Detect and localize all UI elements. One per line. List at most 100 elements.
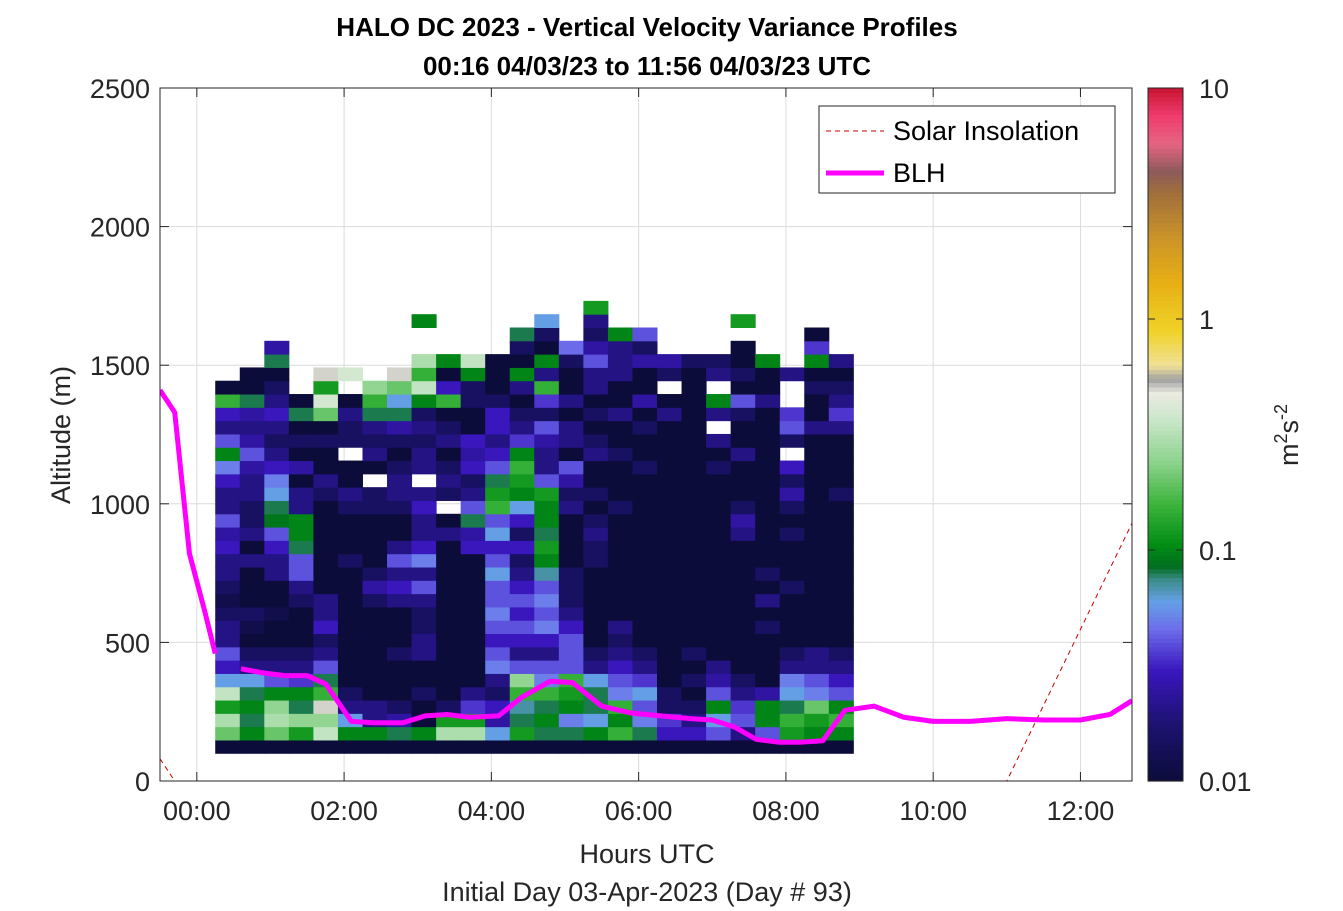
colorbar-ticks: 0.01 0.1 1 10 [1148, 74, 1252, 797]
heatmap-cell [828, 580, 854, 595]
heatmap-cell [681, 726, 707, 741]
colorbar-segment [1148, 664, 1183, 669]
heatmap-cell [657, 433, 683, 448]
heatmap-cell [534, 646, 560, 661]
heatmap-cell [264, 433, 290, 448]
heatmap-cell [755, 420, 781, 435]
heatmap-cell [583, 580, 609, 595]
heatmap-cell [239, 380, 265, 395]
heatmap-cell [779, 646, 805, 661]
heatmap-cell [657, 686, 683, 701]
heatmap-cell [779, 500, 805, 515]
heatmap-cell [607, 606, 633, 621]
x-axis-label: Hours UTC [579, 839, 714, 869]
heatmap-cell [509, 340, 535, 355]
heatmap-cell [288, 460, 314, 475]
heatmap-cell [509, 380, 535, 395]
colorbar-segment [1148, 763, 1183, 769]
heatmap-cell [215, 513, 241, 528]
colorbar-segment [1148, 451, 1183, 457]
heatmap-cell [583, 354, 609, 368]
heatmap-cell [706, 433, 732, 448]
colorbar-segment [1148, 200, 1183, 206]
heatmap-cell [288, 473, 314, 488]
heatmap-cell [313, 606, 339, 621]
colorbar-frame [1147, 87, 1184, 782]
heatmap-cell [681, 700, 707, 714]
colorbar-segment [1148, 274, 1183, 280]
heatmap-cell [509, 354, 535, 368]
heatmap-cell [632, 340, 658, 355]
colorbar-segment [1148, 421, 1183, 427]
heatmap-cell [288, 447, 314, 462]
legend: Solar Insolation BLH [818, 105, 1116, 194]
heatmap-cell [804, 380, 830, 395]
heatmap-cell [558, 420, 584, 435]
heatmap-cell [632, 646, 658, 661]
heatmap-cell [509, 673, 535, 688]
heatmap-cell [804, 487, 830, 501]
heatmap-cell [215, 739, 241, 754]
heatmap-cell [583, 314, 609, 329]
heatmap-cell [730, 407, 756, 422]
heatmap-cell [239, 394, 265, 408]
heatmap-cell [387, 420, 413, 435]
heatmap-cell [509, 567, 535, 581]
colorbar-segment [1148, 516, 1183, 522]
heatmap-cell [828, 553, 854, 568]
heatmap-cell [436, 420, 462, 435]
colorbar-segment [1148, 490, 1183, 496]
colorbar-segment [1148, 776, 1183, 782]
colorbar-segment [1148, 343, 1183, 349]
heatmap-cell [387, 739, 413, 754]
heatmap-cell [730, 660, 756, 674]
heatmap-cell [657, 567, 683, 581]
heatmap-cell [607, 487, 633, 501]
heatmap-cell [804, 354, 830, 368]
colorbar-label-mid: s [1274, 420, 1304, 434]
heatmap-cell [460, 380, 486, 395]
heatmap-cell [632, 660, 658, 674]
heatmap-cell [583, 300, 609, 315]
heatmap-cell [509, 420, 535, 435]
heatmap-cell [534, 633, 560, 648]
colorbar-segment [1148, 295, 1183, 301]
heatmap-cell [362, 553, 388, 568]
heatmap-cell [828, 460, 854, 475]
heatmap-cell [607, 407, 633, 422]
heatmap-cell [632, 420, 658, 435]
heatmap-cell [362, 673, 388, 688]
heatmap-cell [485, 553, 511, 568]
heatmap-cell [362, 567, 388, 581]
colorbar-segment [1148, 733, 1183, 739]
heatmap-cell [215, 420, 241, 435]
heatmap-cell [632, 513, 658, 528]
heatmap-cell [804, 394, 830, 408]
heatmap-cell [558, 367, 584, 382]
heatmap-cell [264, 593, 290, 608]
colorbar-segment [1148, 443, 1183, 449]
colorbar-segment [1148, 96, 1183, 102]
heatmap-cell [706, 593, 732, 608]
colorbar-segment [1148, 161, 1183, 167]
heatmap-cell [485, 620, 511, 635]
colorbar-segment [1148, 547, 1183, 553]
heatmap-cell [779, 553, 805, 568]
colorbar-segment [1148, 529, 1183, 535]
heatmap-cell [387, 660, 413, 674]
heatmap-cell [337, 420, 363, 435]
heatmap-cell [387, 513, 413, 528]
heatmap-cell [264, 487, 290, 501]
heatmap-cell [264, 513, 290, 528]
legend-label-blh: BLH [893, 158, 946, 188]
heatmap-cell [681, 620, 707, 635]
heatmap-cell [657, 407, 683, 422]
heatmap-cell [485, 606, 511, 621]
colorbar-segment [1148, 395, 1183, 401]
heatmap-cell [828, 593, 854, 608]
heatmap-cell [755, 660, 781, 674]
colorbar: 0.01 0.1 1 10 m2s-2 [1147, 74, 1304, 797]
heatmap-cell [583, 420, 609, 435]
heatmap-cell [681, 354, 707, 368]
heatmap-cell [460, 527, 486, 541]
